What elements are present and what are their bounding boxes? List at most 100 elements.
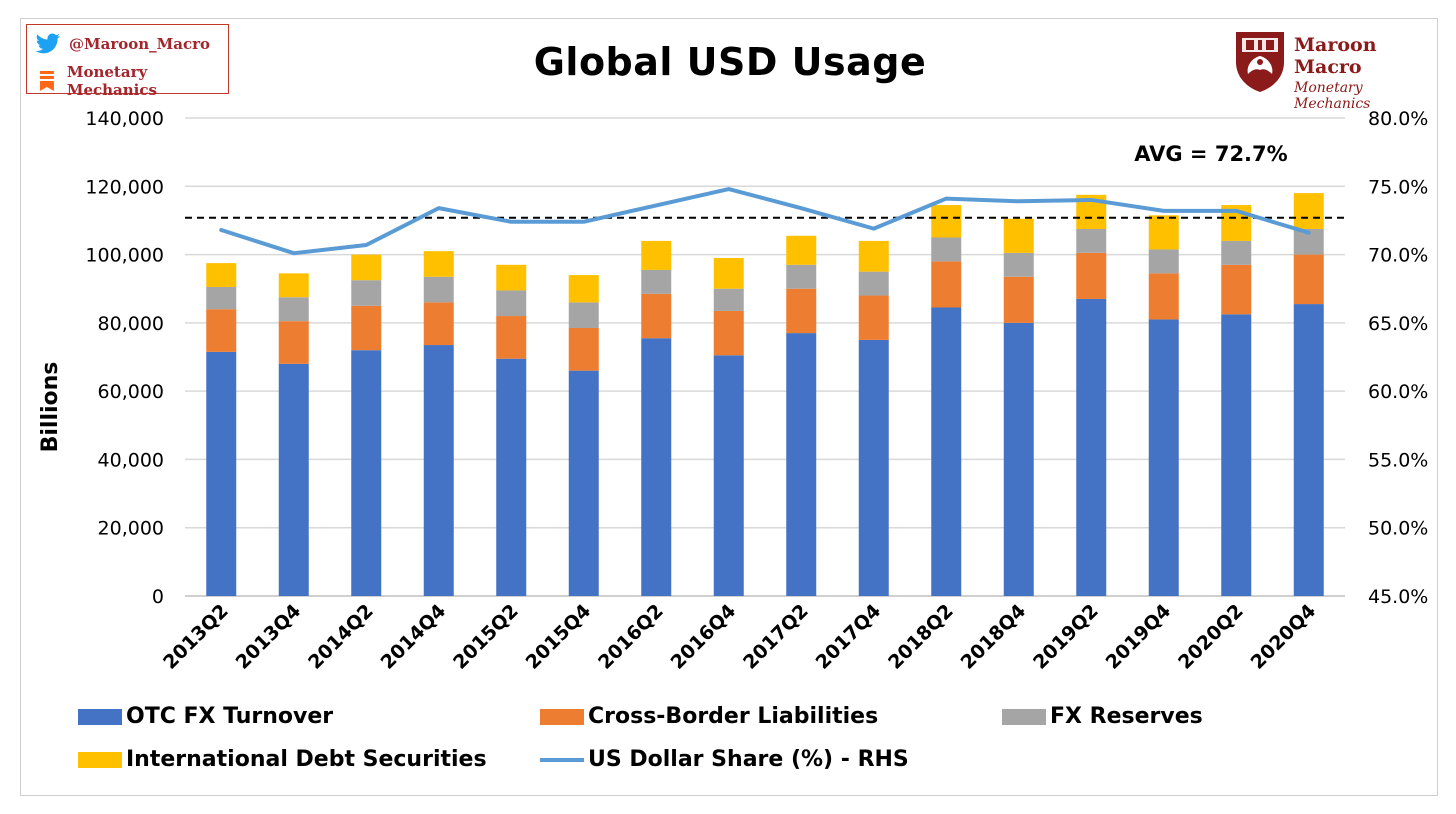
bar-segment-cross-border [641,293,672,339]
bar-segment-debt [641,240,672,270]
logo-subtitle: Monetary Mechanics [1294,80,1371,112]
bar-segment-otc [568,370,599,596]
dollar-share-point [364,243,368,247]
legend-item-reserves[interactable]: FX Reserves [1002,704,1203,729]
dollar-share-polyline [219,187,1311,256]
bar-segment-debt [858,240,889,272]
bar-segment-reserves [1148,249,1179,274]
bar-segment-cross-border [931,261,962,308]
bar-segment-cross-border [351,305,382,351]
bar-segment-otc [278,363,309,596]
chart-plot: 0 20,000 40,000 60,000 80,000 100,000 120,000 1… [38,108,1428,674]
bar-segment-debt [1148,215,1179,250]
x-axis-tick-label: 2014Q2 [304,600,378,674]
right-axis-tick-label: 50.0% [1368,518,1428,540]
bar-series [206,193,1324,596]
bar-segment-otc [1003,322,1034,596]
right-axis-tick-label: 55.0% [1368,449,1428,471]
dollar-share-point [1234,209,1238,213]
bar-segment-reserves [206,287,237,310]
dollar-share-point [582,220,586,224]
x-axis-tick-label: 2019Q4 [1102,600,1176,674]
chart-title: Global USD Usage [533,40,927,84]
legend-label-dollar-share: US Dollar Share (%) - RHS [588,747,909,772]
bar-segment-debt [496,264,527,291]
legend-swatch-otc [78,708,122,725]
legend-label-reserves: FX Reserves [1050,704,1203,729]
bar-segment-reserves [713,288,744,311]
twitter-handle: @Maroon_Macro [69,35,211,53]
x-axis-tick-label: 2019Q2 [1029,600,1103,674]
right-axis-tick-label: 65.0% [1368,313,1428,335]
bar-segment-reserves [1221,240,1252,265]
left-axis-tick-label: 60,000 [98,381,164,403]
bar-segment-cross-border [713,310,744,356]
dollar-share-point [799,206,803,210]
x-axis-tick-label: 2015Q2 [449,600,523,674]
bar-segment-cross-border [1148,273,1179,320]
legend-label-otc: OTC FX Turnover [126,704,334,729]
legend-item-debt[interactable]: International Debt Securities [78,747,487,772]
bar-segment-cross-border [1221,264,1252,315]
legend-swatch-reserves [1002,708,1046,725]
bar-segment-cross-border [568,327,599,371]
legend-line-dollar-share [540,757,584,762]
bar-segment-cross-border [1293,254,1324,305]
right-axis-tick-label: 75.0% [1368,176,1428,198]
bar-segment-otc [1221,314,1252,596]
y-axis-label: Billions [38,362,63,453]
bar-segment-otc [786,333,817,596]
bar-segment-cross-border [206,309,237,352]
newsletter-name: Monetary Mechanics [66,63,157,99]
bar-segment-otc [1293,304,1324,596]
bar-segment-reserves [423,276,454,303]
bar-segment-debt [351,254,382,281]
x-axis-tick-label: 2017Q4 [812,600,886,674]
bar-segment-reserves [858,271,889,296]
bar-segment-debt [568,275,599,303]
bar-segment-otc [351,350,382,596]
dollar-share-point [292,251,296,255]
left-axis-tick-label: 20,000 [98,518,164,540]
bar-segment-otc [641,338,672,596]
x-axis-tick-label: 2015Q4 [522,600,596,674]
bar-segment-otc [206,351,237,596]
x-axis-tick-label: 2013Q2 [159,600,233,674]
bar-segment-debt [423,251,454,277]
bar-segment-reserves [931,237,962,262]
bar-segment-otc [1148,319,1179,596]
bar-segment-debt [206,263,237,288]
x-axis-tick-label: 2020Q2 [1174,600,1248,674]
dollar-share-point [437,206,441,210]
bar-segment-debt [713,257,744,289]
dollar-share-point [872,227,876,231]
left-axis-ticks: 0 20,000 40,000 60,000 80,000 100,000 120,000 1… [85,108,164,608]
legend-swatch-cross-border [540,708,584,725]
legend-item-dollar-share[interactable]: US Dollar Share (%) - RHS [540,747,909,772]
legend-item-cross-border[interactable]: Cross-Border Liabilities [540,704,878,729]
bar-segment-reserves [568,302,599,328]
bar-segment-cross-border [278,321,309,364]
bar-segment-otc [496,358,527,596]
bar-segment-cross-border [423,302,454,346]
bar-segment-debt [278,273,309,298]
legend-item-otc[interactable]: OTC FX Turnover [78,704,333,729]
brand-logo[interactable]: Maroon Macro Monetary Mechanics [1232,28,1442,112]
logo-name: Maroon Macro [1294,34,1377,78]
newsletter-row[interactable]: Monetary Mechanics [35,63,228,99]
bar-segment-cross-border [786,288,817,334]
twitter-row[interactable]: @Maroon_Macro [35,33,210,55]
social-links-box: @Maroon_Macro Monetary Mechanics [26,24,229,99]
bar-segment-debt [1293,193,1324,229]
crest-icon [1236,32,1284,92]
dollar-share-point [654,203,658,207]
bar-segment-otc [931,307,962,596]
bar-segment-cross-border [1003,276,1034,323]
bar-segment-reserves [1076,228,1107,253]
bar-segment-cross-border [496,316,527,359]
bar-segment-debt [1003,218,1034,253]
right-axis-tick-label: 80.0% [1368,108,1428,130]
left-axis-tick-label: 120,000 [85,176,164,198]
twitter-icon [35,33,60,54]
dollar-share-point [1089,198,1093,202]
